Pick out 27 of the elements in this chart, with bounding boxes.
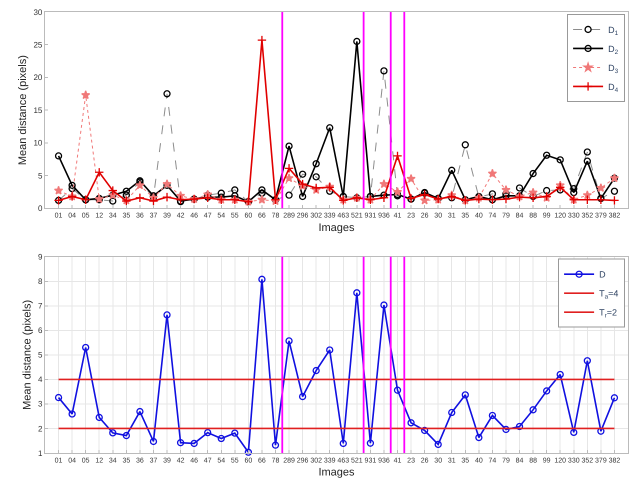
y-tick-label: 8 [38, 277, 43, 286]
y-tick-label: 3 [38, 400, 43, 409]
x-axis-title: Images [318, 222, 356, 234]
y-axis-title: Mean distance (pixels) [17, 55, 30, 166]
y-tick-label: 2 [38, 424, 43, 434]
legend-label: T$_{a}$=4 [599, 288, 618, 301]
y-tick-label: 25 [33, 40, 43, 50]
legend-label: T$_{r}$=2 [599, 308, 617, 320]
legend-label: D [599, 270, 606, 280]
y-tick-label: 6 [38, 326, 43, 336]
y-tick-label: 5 [38, 171, 43, 180]
y-axis-title: Mean distance (pixels) [22, 300, 34, 410]
y-tick-label: 20 [33, 73, 43, 82]
y-tick-label: 4 [38, 375, 43, 384]
y-tick-label: 9 [38, 252, 43, 262]
y-tick-label: 30 [33, 8, 43, 17]
y-tick-label: 15 [33, 106, 43, 115]
x-axis-title: Images [318, 466, 356, 479]
legend-label: D$_{2}$ [608, 44, 619, 56]
y-tick-label: 1 [38, 448, 43, 458]
legend-label: D$_{3}$ [608, 62, 619, 75]
legend-label: D$_{1}$ [608, 24, 619, 37]
y-tick-label: 7 [38, 302, 43, 311]
y-tick-label: 0 [38, 204, 43, 214]
legend-label: D$_{4}$ [608, 82, 619, 94]
y-tick-label: 10 [33, 138, 43, 148]
y-tick-label: 5 [38, 350, 43, 360]
